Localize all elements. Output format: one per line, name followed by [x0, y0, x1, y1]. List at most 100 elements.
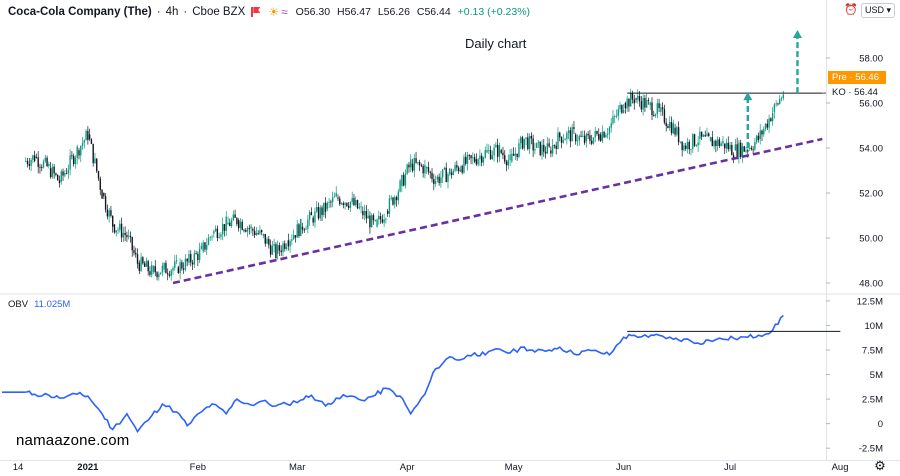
candle-body	[143, 263, 146, 267]
time-tick-label: May	[505, 462, 523, 473]
candle-body	[731, 144, 733, 156]
time-tick-label: Jul	[724, 462, 736, 473]
candle-body	[317, 207, 320, 219]
candle-body	[562, 140, 564, 143]
candle-body	[307, 219, 309, 229]
candle-body	[656, 103, 659, 115]
candle-body	[514, 153, 517, 156]
alarm-icon[interactable]: ⏰	[844, 4, 858, 16]
obv-legend[interactable]: OBV 11.025M	[8, 299, 70, 310]
candle-body	[239, 221, 242, 229]
candle-body	[628, 98, 630, 107]
candle-body	[294, 235, 297, 238]
candle-body	[660, 107, 662, 112]
candle-body	[692, 134, 694, 149]
candle-body	[367, 215, 369, 219]
candle-body	[397, 191, 400, 201]
candle-body	[122, 232, 125, 238]
candle-body	[149, 271, 151, 275]
candle-body	[44, 157, 46, 162]
candle-body	[337, 197, 339, 199]
candle-body	[88, 134, 91, 140]
interval-label[interactable]: 4h	[165, 6, 179, 18]
candle-body	[202, 242, 204, 252]
candle-body	[159, 272, 162, 275]
candle-body	[534, 149, 536, 151]
candle-body	[177, 267, 180, 274]
candle-body	[358, 207, 360, 209]
candle-body	[402, 175, 405, 186]
candle-body	[587, 133, 589, 136]
candle-body	[479, 155, 481, 160]
change-value: +0.13 (+0.23%)	[457, 6, 531, 18]
candle-body	[500, 150, 502, 153]
candle-body	[477, 159, 479, 165]
close-value: C56.44	[416, 6, 451, 18]
candle-body	[431, 172, 433, 180]
flag-icon[interactable]	[251, 7, 260, 17]
candle-body	[578, 135, 580, 141]
candle-body	[67, 169, 70, 174]
candle-body	[225, 216, 227, 231]
candle-body	[617, 109, 619, 116]
candle-body	[221, 224, 224, 235]
candle-body	[752, 149, 754, 151]
candle-body	[204, 242, 206, 250]
candle-body	[64, 173, 66, 176]
candle-body	[333, 196, 336, 198]
candle-body	[161, 265, 164, 273]
candle-body	[399, 180, 401, 192]
candle-body	[78, 150, 80, 156]
candle-body	[773, 104, 776, 112]
candle-body	[438, 176, 440, 183]
candle-body	[708, 133, 710, 136]
candle-body	[374, 220, 376, 221]
candle-body	[154, 266, 156, 273]
candle-body	[87, 130, 89, 140]
candle-body	[236, 217, 238, 225]
candle-body	[663, 109, 666, 123]
candle-body	[140, 257, 142, 271]
gear-icon[interactable]: ⚙	[874, 458, 886, 473]
candle-body	[237, 220, 240, 229]
candle-body	[727, 142, 729, 150]
candle-body	[115, 230, 117, 233]
candle-body	[383, 219, 385, 223]
candle-body	[486, 149, 488, 153]
candle-body	[253, 230, 256, 236]
candle-body	[564, 139, 566, 141]
candle-body	[112, 215, 114, 227]
candle-body	[262, 233, 265, 236]
candle-body	[104, 196, 107, 210]
candle-body	[388, 198, 391, 214]
candle-body	[452, 170, 455, 175]
candle-body	[152, 266, 155, 272]
candle-body	[688, 141, 690, 150]
candle-body	[339, 198, 341, 205]
candle-body	[57, 174, 59, 181]
candle-body	[614, 116, 616, 117]
candle-body	[543, 144, 545, 152]
symbol-title[interactable]: Coca-Cola Company (The)	[8, 6, 152, 18]
open-value: O56.30	[295, 6, 331, 18]
candle-body	[622, 110, 625, 113]
candle-body	[378, 216, 380, 220]
candle-body	[347, 205, 350, 208]
candle-body	[424, 164, 426, 174]
candle-body	[268, 238, 270, 245]
candle-body	[445, 167, 447, 183]
candle-body	[465, 157, 467, 164]
candle-body	[60, 171, 62, 182]
candle-body	[80, 145, 82, 156]
candle-body	[528, 135, 531, 150]
candle-body	[706, 133, 708, 137]
obv-tick-label: 5M	[870, 370, 883, 381]
currency-button[interactable]: USD ▾	[861, 3, 895, 18]
candle-body	[594, 131, 596, 138]
candle-body	[92, 143, 94, 164]
candle-body	[280, 250, 282, 253]
candle-body	[575, 134, 577, 142]
candle-body	[716, 139, 719, 147]
candle-body	[175, 260, 178, 262]
